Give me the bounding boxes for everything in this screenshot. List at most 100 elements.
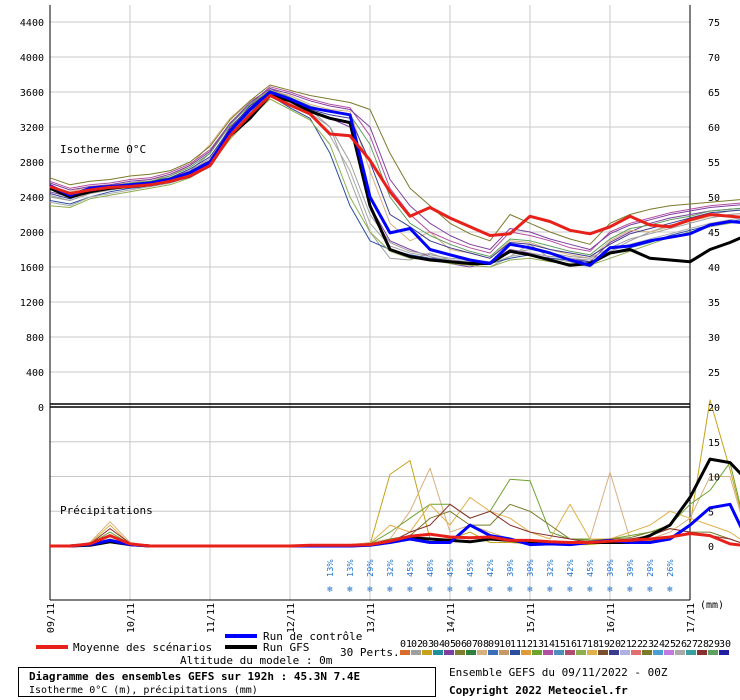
snow-probability: 39% [626,559,635,577]
lower-panel-label: Précipitations [60,504,153,517]
member-legend-label: 26 [675,639,687,650]
member-legend-swatch [422,650,432,655]
snowflake-icon: ❄ [627,585,634,594]
tick-label-right-precip: 20 [708,403,720,414]
member-legend-label: 10 [499,639,511,650]
member-legend-swatch [642,650,652,655]
tick-label-right: 45 [708,228,720,239]
isotherm-mean-line [49,94,740,237]
snow-probability: 13% [326,559,335,577]
tick-label-left: 2000 [20,228,44,239]
member-legend-label: 11 [510,639,522,650]
tick-label-right: 55 [708,158,720,169]
member-legend-swatch [598,650,608,655]
member-legend-label: 14 [543,639,555,650]
member-legend-swatch [609,650,619,655]
tick-label-right: 50 [708,193,720,204]
snow-probability: 26% [666,559,675,577]
member-legend-label: 25 [664,639,676,650]
tick-label-right: 40 [708,263,720,274]
member-legend-swatch [444,650,454,655]
snow-probability: 45% [446,559,455,577]
snow-probability: 29% [366,559,375,577]
tick-label-left: 1600 [20,263,44,274]
chart-subtitle: Isotherme 0°C (m), précipitations (mm) [29,685,258,696]
snowflake-icon: ❄ [527,585,534,594]
precip-main-lines [50,457,740,548]
copyright: Copyright 2022 Meteociel.fr [449,684,628,697]
snow-probabilities: 13% ❄ 13% ❄ 29% ❄ 32% ❄ 45% ❄ 48% ❄ 45% ❄ 45% ❄ 42% ❄ 39% ❄… [326,559,675,594]
member-legend-label: 02 [411,639,423,650]
member-legend-label: 27 [686,639,698,650]
snowflake-icon: ❄ [487,585,494,594]
tick-label-x: 09/11 [46,603,57,633]
member-legend-label: 29 [708,639,720,650]
snow-probability: 32% [546,559,555,577]
snowflake-icon: ❄ [507,585,514,594]
isotherm-member-line [49,91,740,259]
snowflake-icon: ❄ [427,585,434,594]
snow-probability: 39% [506,559,515,577]
member-legend-swatch [554,650,564,655]
snowflake-icon: ❄ [447,585,454,594]
member-legend-label: 30 [719,639,731,650]
tick-label-right: 25 [708,368,720,379]
member-legend-swatch [499,650,509,655]
member-legend-label: 07 [466,639,478,650]
snow-probability: 45% [586,559,595,577]
member-legend-swatch [719,650,729,655]
tick-label-right: 35 [708,298,720,309]
precip-gfs-line [50,457,740,548]
tick-label-left: 4400 [20,18,44,29]
member-legend-swatch [510,650,520,655]
isotherm-main-lines [49,90,740,267]
snow-probability: 42% [486,559,495,577]
tick-label-x: 12/11 [286,603,297,633]
snow-probability: 39% [526,559,535,577]
tick-label-x: 10/11 [126,603,137,633]
tick-label-right: 70 [708,53,720,64]
tick-label-left: 800 [26,333,44,344]
tick-label-x: 16/11 [606,603,617,633]
member-legend-swatch [433,650,443,655]
snow-probability: 32% [386,559,395,577]
snow-probability: 48% [426,559,435,577]
member-legend-swatch [532,650,542,655]
tick-label-right-precip: 15 [708,438,720,449]
tick-label-left: 400 [26,368,44,379]
member-legend-swatch [477,650,487,655]
precip-member-line [50,462,740,547]
member-legend-label: 15 [554,639,566,650]
member-legend-swatch [686,650,696,655]
tick-label-right: 30 [708,333,720,344]
snowflake-icon: ❄ [387,585,394,594]
tick-label-right: 65 [708,88,720,99]
member-legend-swatch [576,650,586,655]
member-legend-swatch [631,650,641,655]
member-legend-label: 06 [455,639,467,650]
member-legend-label: 03 [422,639,434,650]
tick-label-left: 3200 [20,123,44,134]
snow-probability: 39% [606,559,615,577]
snowflake-icon: ❄ [367,585,374,594]
member-legend-swatch [400,650,410,655]
precip-member-line [50,399,740,547]
member-legend-swatch [664,650,674,655]
member-legend-swatch [620,650,630,655]
snowflake-icon: ❄ [347,585,354,594]
run-label: Ensemble GEFS du 09/11/2022 - 00Z [449,666,668,679]
tick-label-left: 0 [38,403,44,414]
member-legend-swatch [488,650,498,655]
snowflake-icon: ❄ [587,585,594,594]
snow-probability: 42% [566,559,575,577]
member-legend-label: 08 [477,639,489,650]
member-legend-swatch [565,650,575,655]
tick-label-x: 14/11 [446,603,457,633]
tick-label-left: 4000 [20,53,44,64]
member-legend-label: 12 [521,639,533,650]
legend-control-label: Run de contrôle [263,630,362,643]
member-legend-label: 17 [576,639,588,650]
member-legend-label: 04 [433,639,445,650]
tick-label-left: 2800 [20,158,44,169]
